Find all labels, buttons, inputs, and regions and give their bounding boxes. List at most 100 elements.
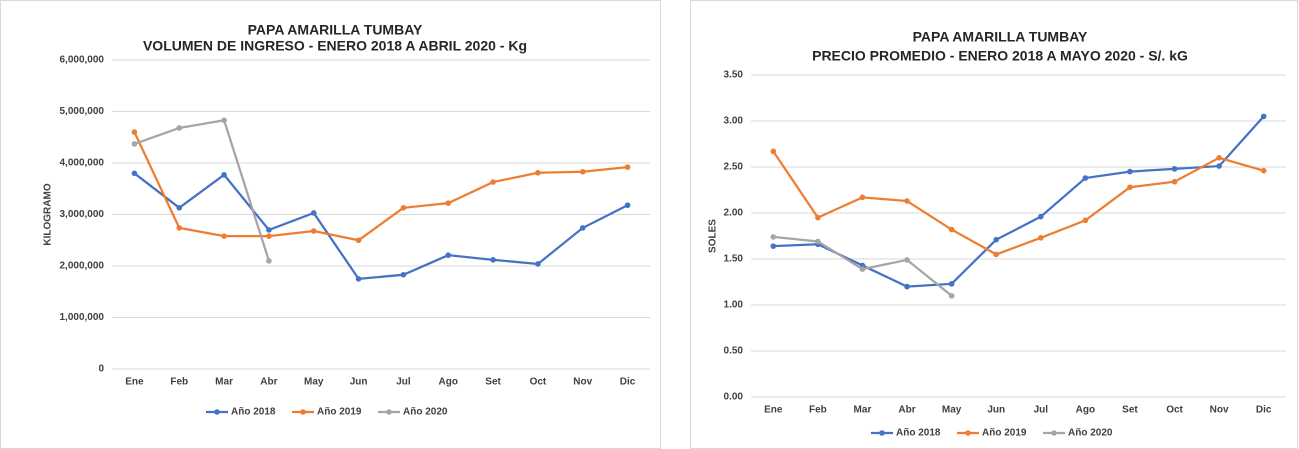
point — [948, 226, 955, 233]
x-tick-label: Ago — [439, 377, 458, 388]
x-tick-label: Feb — [809, 405, 827, 416]
point — [535, 169, 541, 176]
y-tick-label: 3.50 — [724, 70, 744, 81]
series-line — [773, 115, 1265, 288]
point — [176, 205, 183, 211]
y-tick-label: 3,000,000 — [60, 209, 105, 220]
series-line — [133, 172, 629, 281]
legend-marker — [300, 409, 306, 415]
point — [221, 172, 227, 178]
point — [624, 164, 631, 170]
point — [904, 283, 910, 290]
point — [1171, 166, 1178, 172]
y-tick-label: 2,000,000 — [60, 261, 105, 272]
y-tick-label: 1.00 — [724, 300, 744, 311]
series-line — [134, 118, 270, 262]
point — [1082, 175, 1089, 181]
y-axis-label: SOLES — [708, 219, 719, 253]
point — [131, 129, 138, 135]
x-tick-label: Ene — [125, 377, 144, 388]
point — [624, 202, 631, 209]
point — [221, 233, 227, 239]
point — [1037, 213, 1044, 220]
y-tick-label: 3.00 — [724, 116, 744, 127]
point — [948, 281, 955, 287]
legend-label: Año 2019 — [317, 407, 362, 418]
panel — [0, 0, 661, 449]
point — [355, 276, 362, 282]
point — [445, 200, 452, 206]
point — [490, 179, 496, 185]
x-tick-label: Jul — [1034, 405, 1049, 416]
x-tick-label: Dic — [620, 377, 636, 388]
point — [1127, 184, 1133, 191]
point — [770, 243, 777, 249]
y-tick-label: 2.50 — [724, 162, 744, 173]
point — [948, 293, 955, 299]
point — [310, 210, 317, 216]
point — [1260, 167, 1267, 174]
legend-marker — [965, 430, 971, 436]
x-tick-label: May — [304, 377, 324, 388]
point — [579, 225, 586, 231]
point — [1260, 113, 1267, 120]
x-tick-label: Mar — [854, 405, 872, 416]
panel — [690, 0, 1298, 449]
x-tick-label: Nov — [573, 377, 592, 388]
point — [1127, 168, 1133, 175]
x-tick-label: Jun — [987, 405, 1005, 416]
y-tick-label: 2.00 — [724, 208, 744, 219]
x-tick-label: Nov — [1210, 405, 1229, 416]
y-tick-label: 0.50 — [724, 346, 744, 357]
point — [815, 214, 821, 221]
y-tick-label: 4,000,000 — [60, 158, 105, 169]
x-tick-label: Jun — [350, 377, 368, 388]
point — [266, 233, 272, 239]
x-tick-label: Oct — [1166, 405, 1183, 416]
x-tick-label: Abr — [260, 377, 277, 388]
point — [176, 225, 183, 231]
legend-label: Año 2020 — [1068, 428, 1113, 439]
x-tick-label: Oct — [530, 377, 547, 388]
point — [1082, 217, 1089, 224]
x-tick-label: May — [942, 405, 962, 416]
point — [993, 251, 1000, 258]
chart-title: PAPA AMARILLA TUMBAY — [248, 22, 423, 38]
point — [131, 170, 138, 177]
point — [904, 198, 910, 204]
legend-marker — [1051, 430, 1057, 436]
point — [579, 168, 586, 175]
point — [859, 266, 866, 272]
point — [310, 228, 317, 234]
y-tick-label: 1.50 — [724, 254, 744, 265]
x-tick-label: Dic — [1256, 405, 1272, 416]
point — [221, 117, 227, 124]
y-tick-label: 0.00 — [724, 392, 744, 403]
point — [131, 141, 138, 147]
point — [993, 236, 1000, 243]
point — [400, 205, 407, 211]
point — [400, 271, 407, 278]
legend-marker — [879, 430, 885, 436]
chart-title: PAPA AMARILLA TUMBAY — [913, 29, 1088, 45]
point — [355, 237, 362, 244]
point — [176, 125, 183, 131]
y-axis-label: KILOGRAMO — [43, 183, 54, 245]
point — [1171, 178, 1178, 185]
point — [490, 257, 496, 263]
point — [266, 258, 272, 264]
y-tick-label: 0 — [98, 364, 104, 375]
legend-marker — [214, 409, 220, 415]
x-tick-label: Jul — [396, 377, 411, 388]
point — [904, 257, 910, 263]
point — [1037, 235, 1044, 241]
point — [1216, 155, 1222, 161]
point — [1216, 163, 1222, 169]
series-line — [772, 150, 1265, 256]
y-tick-label: 6,000,000 — [60, 55, 105, 66]
point — [535, 261, 541, 267]
point — [770, 148, 777, 155]
x-tick-label: Ago — [1076, 405, 1095, 416]
y-tick-label: 5,000,000 — [60, 106, 105, 117]
